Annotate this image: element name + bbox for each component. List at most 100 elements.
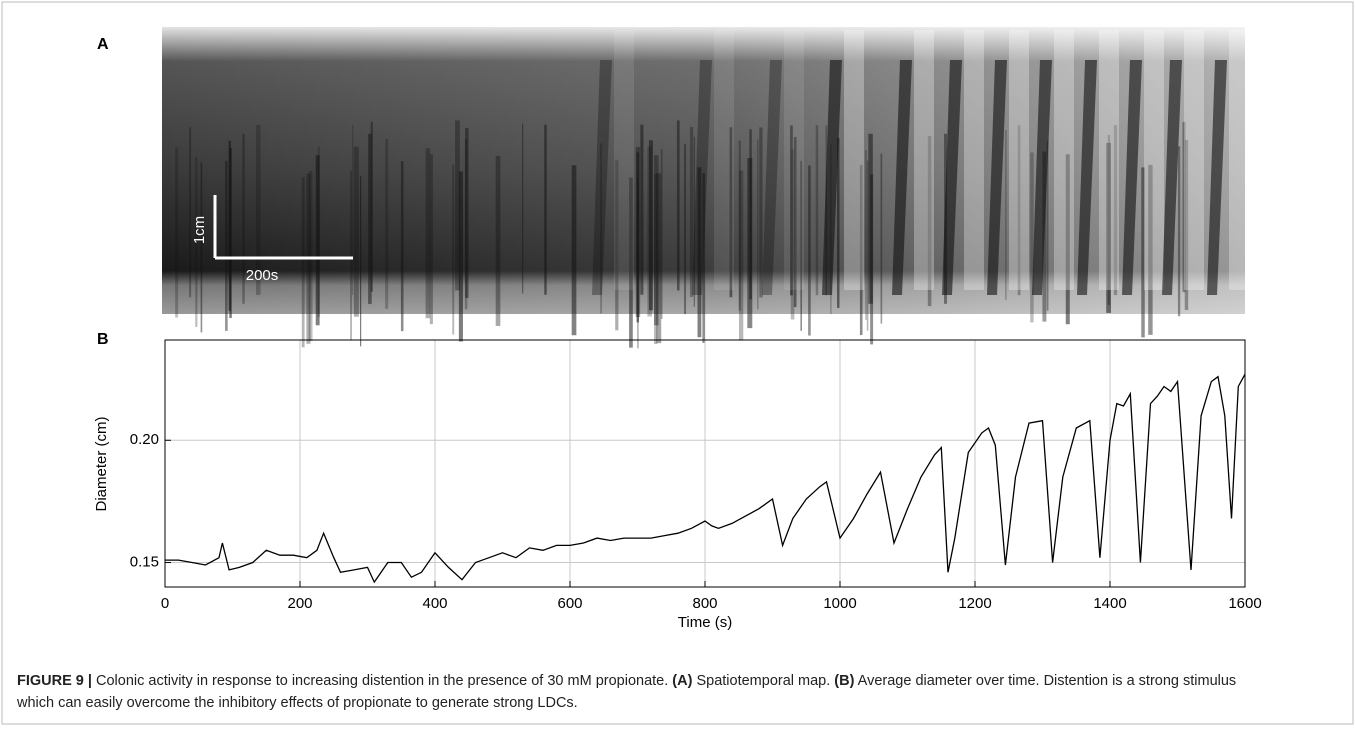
map-light: [964, 30, 984, 290]
map-light: [784, 30, 804, 290]
x-tick-label: 1400: [1093, 595, 1126, 612]
map-stripe: [1107, 134, 1111, 305]
map-stripe: [880, 153, 883, 324]
map-stripe: [455, 120, 460, 291]
map-stripe: [660, 148, 663, 319]
map-stripe: [1182, 122, 1186, 293]
map-stripe: [1005, 129, 1007, 300]
map-light: [1009, 30, 1029, 290]
map-stripe: [757, 139, 759, 310]
panel-label: B: [97, 331, 109, 348]
map-wave: [692, 60, 712, 295]
map-stripe: [368, 133, 372, 304]
map-stripe: [636, 152, 640, 323]
map-stripe: [648, 140, 653, 311]
map-stripe: [200, 162, 203, 333]
x-axis-label: Time (s): [678, 614, 732, 631]
map-stripe: [749, 129, 752, 300]
map-wave: [1207, 60, 1227, 295]
map-stripe: [225, 160, 228, 331]
caption-text: FIGURE 9 |: [17, 673, 92, 689]
caption-text: (A): [672, 673, 693, 689]
map-stripe: [1184, 140, 1189, 311]
y-tick-label: 0.20: [130, 431, 159, 448]
map-stripe: [870, 174, 874, 345]
map-wave: [892, 60, 912, 295]
map-stripe: [452, 164, 455, 335]
map-stripe: [629, 177, 633, 348]
map-stripe: [702, 172, 706, 343]
x-tick-label: 1000: [823, 595, 856, 612]
x-tick-label: 400: [422, 595, 447, 612]
map-stripe: [353, 146, 359, 317]
caption-text: Colonic activity in response to increasi…: [91, 673, 673, 689]
map-stripe: [747, 158, 753, 329]
map-stripe: [256, 124, 261, 295]
map-stripe: [689, 126, 694, 297]
map-stripe: [370, 121, 373, 292]
map-stripe: [640, 124, 644, 295]
x-tick-label: 1600: [1228, 595, 1261, 612]
map-stripe: [808, 165, 811, 336]
x-tick-label: 0: [161, 595, 169, 612]
map-stripe: [759, 127, 763, 298]
map-stripe: [1106, 142, 1112, 313]
map-stripe: [793, 137, 797, 308]
map-stripe: [544, 124, 547, 295]
map-stripe: [800, 160, 802, 331]
x-tick-label: 200: [287, 595, 312, 612]
map-stripe: [352, 124, 354, 295]
map-light: [1229, 30, 1249, 290]
map-stripe: [1065, 154, 1070, 325]
caption: FIGURE 9 | Colonic activity in response …: [17, 670, 1267, 714]
map-stripe: [729, 127, 733, 298]
map-stripe: [676, 120, 680, 291]
data-line: [165, 373, 1246, 584]
y-tick-label: 0.15: [130, 554, 159, 571]
map-stripe: [465, 127, 469, 298]
map-stripe: [637, 178, 639, 349]
map-wave: [1032, 60, 1052, 295]
map-wave: [987, 60, 1007, 295]
map-stripe: [385, 138, 389, 309]
map-stripe: [1046, 140, 1049, 311]
map-stripe: [308, 171, 313, 342]
map-wave: [762, 60, 782, 295]
map-stripe: [175, 147, 179, 318]
map-stripe: [400, 161, 404, 332]
scale-label: 200s: [246, 267, 279, 284]
caption-text: (B): [834, 673, 855, 689]
map-light: [1099, 30, 1119, 290]
map-stripe: [697, 167, 702, 338]
map-stripe: [866, 160, 869, 331]
map-light: [844, 30, 864, 290]
map-stripe: [654, 174, 658, 345]
y-axis-label: Diameter (cm): [93, 416, 110, 511]
map-stripe: [815, 125, 819, 296]
map-stripe: [790, 149, 795, 320]
map-stripe: [865, 149, 867, 320]
map-stripe: [600, 143, 603, 314]
map-stripe: [189, 127, 192, 298]
map-stripe: [228, 140, 231, 311]
map-wave: [1162, 60, 1182, 295]
map-stripe: [360, 176, 362, 347]
x-tick-label: 600: [557, 595, 582, 612]
map-wave: [1122, 60, 1142, 295]
map-stripe: [571, 165, 577, 336]
plot-frame: [164, 339, 1246, 588]
map-stripe: [464, 139, 468, 310]
map-stripe: [1030, 152, 1034, 323]
x-tick-label: 1200: [958, 595, 991, 612]
map-stripe: [868, 133, 873, 304]
map-stripe: [837, 137, 840, 308]
map-light: [914, 30, 934, 290]
panel-label: A: [97, 36, 109, 53]
map-stripe: [495, 155, 501, 326]
map-stripe: [927, 136, 932, 307]
spatiotemporal-map: [162, 27, 1249, 349]
map-stripe: [1148, 164, 1153, 335]
